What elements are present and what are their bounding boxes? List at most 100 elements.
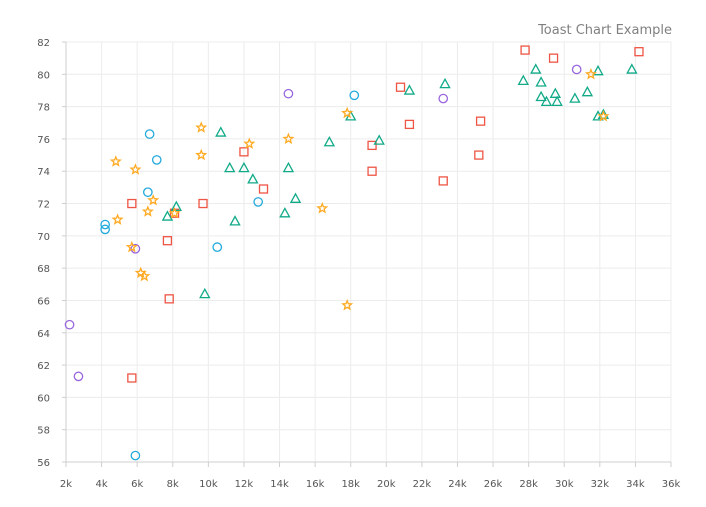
data-point-star bbox=[125, 240, 138, 253]
data-point-square bbox=[520, 45, 530, 55]
data-point-square bbox=[438, 176, 448, 186]
data-point-circle bbox=[143, 187, 153, 198]
y-tick-label: 78 bbox=[37, 103, 50, 114]
data-point-star bbox=[141, 205, 154, 217]
data-point-triangle bbox=[592, 64, 604, 76]
data-point-square bbox=[239, 147, 249, 157]
series-circle bbox=[64, 64, 582, 382]
x-tick-label: 36k bbox=[662, 479, 681, 490]
series-square bbox=[127, 45, 644, 383]
data-point-square bbox=[367, 166, 377, 176]
data-point-circle bbox=[283, 88, 294, 99]
y-tick-label: 64 bbox=[37, 329, 50, 340]
data-point-triangle bbox=[229, 215, 241, 226]
data-point-triangle bbox=[170, 200, 183, 212]
data-point-triangle bbox=[403, 84, 416, 95]
data-point-circle bbox=[130, 450, 141, 461]
y-tick-label: 72 bbox=[37, 200, 50, 211]
x-tick-label: 12k bbox=[235, 479, 254, 490]
data-point-triangle bbox=[289, 192, 302, 203]
data-point-star bbox=[109, 155, 122, 167]
data-point-triangle bbox=[540, 95, 553, 107]
data-point-square bbox=[404, 119, 415, 130]
data-point-star bbox=[341, 106, 354, 119]
x-tick-label: 22k bbox=[413, 479, 432, 490]
data-point-triangle bbox=[323, 136, 336, 147]
data-point-star bbox=[195, 148, 208, 161]
data-point-square bbox=[198, 198, 208, 209]
data-point-circle bbox=[253, 197, 264, 207]
y-tick-label: 74 bbox=[37, 167, 50, 178]
data-point-triangle bbox=[569, 92, 581, 103]
x-tick-label: 24k bbox=[448, 479, 467, 490]
data-point-square bbox=[162, 236, 173, 246]
data-point-triangle bbox=[581, 85, 594, 97]
data-point-star bbox=[138, 269, 151, 282]
data-point-triangle bbox=[535, 90, 547, 102]
data-point-star bbox=[584, 67, 597, 80]
x-tick-label: 26k bbox=[484, 479, 503, 490]
x-tick-label: 28k bbox=[519, 479, 538, 490]
data-point-triangle bbox=[373, 134, 385, 145]
data-point-triangle bbox=[551, 95, 563, 107]
y-tick-label: 68 bbox=[37, 264, 50, 275]
data-point-circle bbox=[212, 242, 223, 253]
data-point-star bbox=[195, 121, 208, 133]
data-point-square bbox=[634, 47, 644, 57]
x-tick-label: 34k bbox=[626, 479, 645, 490]
data-point-star bbox=[316, 202, 329, 214]
series-circle bbox=[100, 90, 360, 461]
data-point-triangle bbox=[626, 63, 638, 74]
series-star bbox=[109, 67, 610, 311]
data-point-square bbox=[474, 150, 484, 160]
data-point-star bbox=[147, 193, 160, 206]
data-point-square bbox=[127, 373, 137, 383]
data-point-triangle bbox=[282, 161, 295, 173]
x-tick-label: 8k bbox=[167, 479, 179, 490]
data-point-triangle bbox=[224, 161, 236, 173]
x-tick-label: 14k bbox=[270, 479, 289, 490]
y-tick-label: 60 bbox=[37, 393, 50, 404]
y-tick-label: 70 bbox=[37, 232, 50, 243]
data-point-star bbox=[129, 163, 142, 175]
data-point-circle bbox=[438, 93, 449, 104]
data-point-star bbox=[111, 213, 124, 225]
y-tick-label: 76 bbox=[37, 135, 50, 146]
data-point-star bbox=[341, 298, 354, 311]
data-point-star bbox=[597, 109, 610, 122]
data-point-square bbox=[367, 140, 377, 151]
data-point-circle bbox=[130, 243, 141, 254]
data-point-circle bbox=[571, 64, 582, 75]
x-tick-label: 18k bbox=[341, 479, 360, 490]
data-point-circle bbox=[144, 129, 155, 139]
axes bbox=[65, 42, 671, 463]
data-point-triangle bbox=[517, 74, 530, 86]
data-point-square bbox=[475, 116, 486, 126]
data-point-star bbox=[243, 137, 256, 149]
data-point-star bbox=[168, 206, 181, 219]
data-point-triangle bbox=[549, 87, 562, 98]
data-point-triangle bbox=[238, 161, 250, 173]
y-tick-label: 66 bbox=[37, 296, 50, 307]
data-point-square bbox=[548, 53, 559, 63]
x-tick-label: 16k bbox=[306, 479, 325, 490]
x-tick-label: 4k bbox=[96, 479, 108, 490]
data-point-triangle bbox=[535, 76, 547, 87]
chart-title: Toast Chart Example bbox=[537, 23, 672, 38]
data-point-circle bbox=[73, 371, 84, 382]
data-points bbox=[64, 45, 644, 461]
y-tick-label: 56 bbox=[37, 458, 50, 469]
x-tick-label: 20k bbox=[377, 479, 396, 490]
x-tick-label: 6k bbox=[131, 479, 143, 490]
series-triangle bbox=[161, 63, 638, 299]
data-point-star bbox=[282, 132, 295, 145]
data-point-circle bbox=[64, 319, 75, 330]
data-point-triangle bbox=[439, 77, 451, 89]
data-point-circle bbox=[100, 219, 110, 230]
y-tick-label: 62 bbox=[37, 361, 50, 372]
data-point-triangle bbox=[247, 173, 259, 184]
data-point-circle bbox=[349, 90, 360, 101]
x-tick-label: 30k bbox=[555, 479, 574, 490]
grid bbox=[65, 41, 672, 463]
